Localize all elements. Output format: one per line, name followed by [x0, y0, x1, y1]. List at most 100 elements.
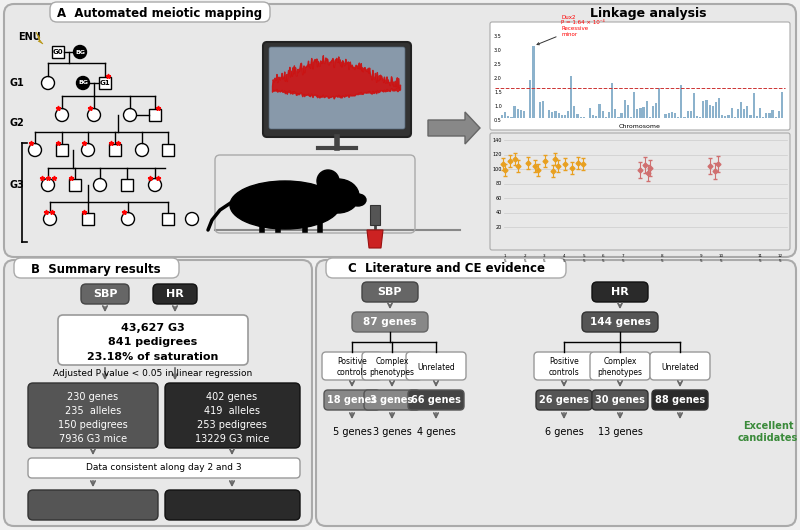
Bar	[693, 93, 695, 118]
Bar	[579, 117, 582, 118]
Text: 4 genes: 4 genes	[417, 427, 455, 437]
FancyBboxPatch shape	[326, 258, 566, 278]
Bar	[548, 110, 550, 118]
Bar	[781, 92, 783, 118]
Text: Chromosome: Chromosome	[619, 125, 661, 129]
Text: 5 genes: 5 genes	[333, 427, 371, 437]
Text: Positive
controls: Positive controls	[549, 357, 579, 377]
Circle shape	[123, 109, 137, 121]
Text: 6
5: 6 5	[602, 254, 605, 262]
Bar	[750, 114, 752, 118]
Bar	[567, 111, 569, 118]
Bar	[602, 111, 604, 118]
Text: 841 pedigrees: 841 pedigrees	[108, 337, 198, 347]
Text: 30 genes: 30 genes	[595, 395, 645, 405]
Bar	[778, 111, 780, 118]
Text: SBP: SBP	[378, 287, 402, 297]
Bar	[507, 116, 510, 118]
Bar	[658, 88, 661, 118]
Text: 150 pedigrees: 150 pedigrees	[58, 420, 128, 430]
Bar	[718, 98, 720, 118]
Ellipse shape	[317, 179, 359, 213]
FancyBboxPatch shape	[362, 352, 422, 380]
Text: Complex
phenotypes: Complex phenotypes	[370, 357, 414, 377]
Text: 8
5: 8 5	[661, 254, 663, 262]
Bar	[740, 102, 742, 118]
Text: 7936 G3 mice: 7936 G3 mice	[59, 434, 127, 444]
FancyBboxPatch shape	[536, 390, 592, 410]
Text: 80: 80	[496, 181, 502, 186]
Text: 40: 40	[496, 210, 502, 215]
Bar	[721, 116, 723, 118]
Bar	[677, 117, 679, 118]
Bar	[162, 213, 174, 225]
FancyBboxPatch shape	[58, 315, 248, 365]
Text: 144 genes: 144 genes	[590, 317, 650, 327]
Bar	[608, 112, 610, 118]
Text: 26 genes: 26 genes	[539, 395, 589, 405]
Bar	[715, 102, 717, 118]
FancyBboxPatch shape	[153, 284, 197, 304]
Bar	[768, 113, 770, 118]
Bar	[668, 113, 670, 118]
Bar	[162, 144, 174, 156]
Text: G1: G1	[10, 78, 25, 88]
Text: Excellent
candidates: Excellent candidates	[738, 421, 798, 443]
Text: 402 genes: 402 genes	[206, 392, 258, 402]
Text: 100: 100	[493, 166, 502, 172]
FancyBboxPatch shape	[490, 22, 790, 130]
Text: 0.5: 0.5	[494, 118, 502, 122]
Text: 66 genes: 66 genes	[411, 395, 461, 405]
FancyBboxPatch shape	[592, 390, 648, 410]
Bar	[574, 105, 575, 118]
FancyBboxPatch shape	[269, 47, 405, 129]
Text: 60: 60	[496, 196, 502, 201]
Text: Data consistent along day 2 and 3: Data consistent along day 2 and 3	[86, 464, 242, 473]
Text: 253 pedigrees: 253 pedigrees	[197, 420, 267, 430]
Bar	[633, 92, 635, 118]
Circle shape	[29, 144, 42, 156]
Polygon shape	[367, 230, 383, 248]
Ellipse shape	[350, 194, 366, 206]
Bar	[69, 179, 81, 191]
Bar	[52, 46, 64, 58]
Bar	[686, 111, 689, 118]
Bar	[520, 110, 522, 118]
Text: B  Summary results: B Summary results	[31, 262, 161, 276]
Circle shape	[149, 179, 162, 191]
Bar	[765, 113, 767, 118]
Text: 12
5: 12 5	[778, 254, 782, 262]
Text: Unrelated: Unrelated	[661, 363, 699, 372]
Text: 2
5: 2 5	[523, 254, 526, 262]
Bar	[665, 114, 666, 118]
Text: G2: G2	[10, 118, 25, 128]
Bar	[99, 77, 111, 89]
FancyBboxPatch shape	[362, 282, 418, 302]
Bar	[724, 116, 726, 118]
Bar	[538, 102, 541, 118]
Bar	[737, 109, 739, 118]
Circle shape	[74, 46, 86, 58]
Text: 87 genes: 87 genes	[363, 317, 417, 327]
Bar	[759, 108, 761, 118]
Text: BG: BG	[78, 81, 88, 85]
Text: 9
5: 9 5	[700, 254, 702, 262]
Bar	[756, 116, 758, 118]
FancyBboxPatch shape	[165, 383, 300, 448]
FancyBboxPatch shape	[352, 312, 428, 332]
Circle shape	[122, 213, 134, 225]
Bar	[589, 108, 591, 118]
Bar	[709, 105, 710, 118]
Bar	[577, 113, 578, 118]
Circle shape	[42, 179, 54, 191]
Text: 235  alleles: 235 alleles	[65, 406, 121, 416]
Bar	[561, 116, 563, 118]
Bar	[626, 105, 629, 118]
Text: 3.5: 3.5	[494, 33, 502, 39]
Circle shape	[55, 109, 69, 121]
Bar	[699, 117, 702, 118]
Bar	[680, 85, 682, 118]
Text: 419  alleles: 419 alleles	[204, 406, 260, 416]
Bar	[649, 117, 651, 118]
Bar	[564, 115, 566, 118]
